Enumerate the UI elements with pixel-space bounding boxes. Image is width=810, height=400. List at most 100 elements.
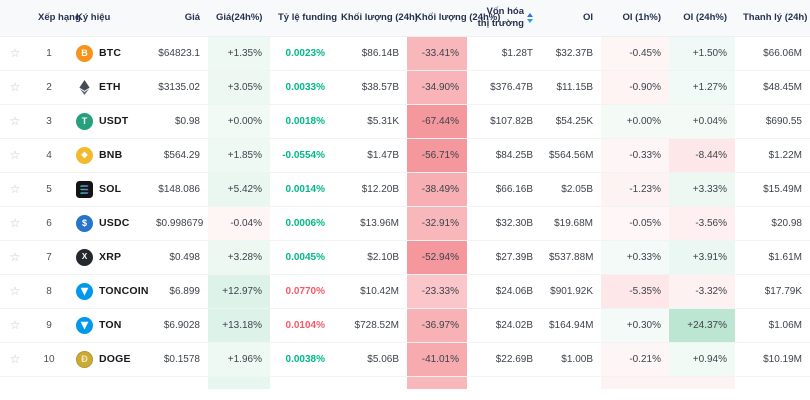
favorite-star-icon[interactable]: ☆: [9, 351, 21, 366]
table-row-partial: [0, 376, 810, 389]
open-interest-cell: $11.15B: [541, 70, 601, 105]
price-cell: $564.29: [148, 138, 208, 173]
oi-1h-pct-cell: -0.21%: [601, 342, 669, 377]
header-market-cap[interactable]: Vốn hóa thị trường: [467, 0, 541, 37]
open-interest-cell: $164.94M: [541, 308, 601, 343]
header-open-interest[interactable]: OI: [541, 0, 601, 37]
favorite-cell: ☆: [0, 70, 30, 105]
rank-cell: 5: [30, 172, 68, 207]
price-cell: $64823.1: [148, 36, 208, 71]
oi-1h-pct-cell: -0.45%: [601, 36, 669, 71]
table-row-usdt[interactable]: ☆ 3 T USDT $0.98 +0.00% 0.0018% $5.31K -67.44% $1…: [0, 104, 810, 139]
funding-rate-cell: 0.0770%: [270, 274, 333, 309]
header-volume-24h-pct[interactable]: Khối lượng (24h%): [407, 0, 500, 37]
volume-24h-cell: $728.52M: [333, 308, 407, 343]
table-row-bnb[interactable]: ☆ 4 ◆ BNB $564.29 +1.85% -0.0554% $1.47B -56.71%…: [0, 138, 810, 173]
price-cell: $6.899: [148, 274, 208, 309]
market-cap-cell: $107.82B: [467, 104, 541, 139]
symbol-wrap: ETH: [76, 79, 140, 96]
table-row-xrp[interactable]: ☆ 7 X XRP $0.498 +3.28% 0.0045% $2.10B -52.94% $2…: [0, 240, 810, 275]
header-price-change-24h[interactable]: Giá(24h%): [208, 0, 270, 37]
price-cell: $0.998679: [148, 206, 208, 241]
favorite-cell: ☆: [0, 138, 30, 173]
partial-cell: [208, 376, 270, 389]
symbol-wrap: TONCOIN: [76, 282, 148, 300]
sort-icon[interactable]: [527, 12, 533, 23]
favorite-star-icon[interactable]: ☆: [9, 283, 21, 298]
oi-1h-pct-cell: +0.33%: [601, 240, 669, 275]
symbol-label: BNB: [99, 149, 123, 161]
sol-icon: [76, 180, 93, 198]
oi-24h-pct-cell: +1.50%: [669, 36, 735, 71]
favorite-cell: ☆: [0, 172, 30, 207]
favorite-star-icon[interactable]: ☆: [9, 215, 21, 230]
symbol-wrap: $ USDC: [76, 214, 140, 232]
favorite-star-icon[interactable]: ☆: [9, 45, 21, 60]
header-oi-24h-pct[interactable]: OI (24h%): [669, 0, 735, 37]
oi-1h-pct-cell: +0.00%: [601, 104, 669, 139]
price-cell: $6.9028: [148, 308, 208, 343]
market-cap-cell: $84.25B: [467, 138, 541, 173]
volume-24h-pct-cell: -67.44%: [407, 104, 467, 139]
market-cap-cell: $24.06B: [467, 274, 541, 309]
open-interest-cell: $19.68M: [541, 206, 601, 241]
liquidation-24h-cell: $1.22M: [735, 138, 810, 173]
header-oi-1h-pct[interactable]: OI (1h%): [601, 0, 669, 37]
oi-24h-pct-cell: +1.27%: [669, 70, 735, 105]
table-row-btc[interactable]: ☆ 1 B BTC $64823.1 +1.35% 0.0023% $86.14B -33.41…: [0, 36, 810, 71]
favorite-star-icon[interactable]: ☆: [9, 113, 21, 128]
oi-24h-pct-cell: +0.04%: [669, 104, 735, 139]
table-row-doge[interactable]: ☆ 10 Ð DOGE $0.1578 +1.96% 0.0038% $5.06B -41.01…: [0, 342, 810, 377]
favorite-star-icon[interactable]: ☆: [9, 181, 21, 196]
symbol-label: TON: [99, 319, 122, 331]
header-funding-rate[interactable]: Tỷ lệ funding: [270, 0, 337, 37]
market-cap-cell: $27.39B: [467, 240, 541, 275]
volume-24h-pct-cell: -38.49%: [407, 172, 467, 207]
favorite-star-icon[interactable]: ☆: [9, 79, 21, 94]
favorite-star-icon[interactable]: ☆: [9, 249, 21, 264]
rank-cell: 3: [30, 104, 68, 139]
volume-24h-pct-cell: -56.71%: [407, 138, 467, 173]
volume-24h-cell: $86.14B: [333, 36, 407, 71]
symbol-label: ETH: [99, 81, 121, 93]
symbol-label: TONCOIN: [99, 285, 149, 297]
funding-rate-cell: 0.0018%: [270, 104, 333, 139]
partial-cell: [735, 376, 810, 389]
partial-cell: [541, 376, 601, 389]
header-price[interactable]: Giá: [148, 0, 208, 37]
funding-rate-cell: -0.0554%: [270, 138, 333, 173]
favorite-cell: ☆: [0, 36, 30, 71]
header-symbol[interactable]: Ký hiệu: [68, 0, 148, 37]
oi-1h-pct-cell: -1.23%: [601, 172, 669, 207]
table-row-sol[interactable]: ☆ 5 SOL $148.086 +5.42% 0.0014% $12.20B -38.49%…: [0, 172, 810, 207]
open-interest-cell: $564.56M: [541, 138, 601, 173]
volume-24h-pct-cell: -41.01%: [407, 342, 467, 377]
liquidation-24h-cell: $10.19M: [735, 342, 810, 377]
liquidation-24h-cell: $1.06M: [735, 308, 810, 343]
liquidation-24h-cell: $66.06M: [735, 36, 810, 71]
volume-24h-pct-cell: -33.41%: [407, 36, 467, 71]
xrp-icon: X: [76, 248, 93, 266]
header-volume-24h[interactable]: Khối lượng (24h): [333, 0, 418, 37]
volume-24h-cell: $12.20B: [333, 172, 407, 207]
symbol-label: DOGE: [99, 353, 131, 365]
table-row-ton[interactable]: ☆ 9 TON $6.9028 +13.18% 0.0104% $728.52M -36.97…: [0, 308, 810, 343]
favorite-star-icon[interactable]: ☆: [9, 317, 21, 332]
btc-icon: B: [76, 44, 93, 62]
market-cap-cell: $1.28T: [467, 36, 541, 71]
header-rank[interactable]: Xếp hạng: [30, 0, 81, 37]
header-liquidation-24h[interactable]: Thanh lý (24h): [735, 0, 810, 37]
bnb-icon: ◆: [76, 146, 93, 164]
table-row-usdc[interactable]: ☆ 6 $ USDC $0.998679 -0.04% 0.0006% $13.96M -32.…: [0, 206, 810, 241]
volume-24h-cell: $13.96M: [333, 206, 407, 241]
favorite-star-icon[interactable]: ☆: [9, 147, 21, 162]
price-change-24h-cell: +13.18%: [208, 308, 270, 343]
market-cap-cell: $66.16B: [467, 172, 541, 207]
table-row-toncoin[interactable]: ☆ 8 TONCOIN $6.899 +12.97% 0.0770% $10.42M -23.…: [0, 274, 810, 309]
price-change-24h-cell: +5.42%: [208, 172, 270, 207]
rank-cell: 9: [30, 308, 68, 343]
symbol-label: SOL: [99, 183, 122, 195]
table-row-eth[interactable]: ☆ 2 ETH $3135.02 +3.05% 0.0033% $38.57B -34.90%…: [0, 70, 810, 105]
favorite-cell: ☆: [0, 104, 30, 139]
